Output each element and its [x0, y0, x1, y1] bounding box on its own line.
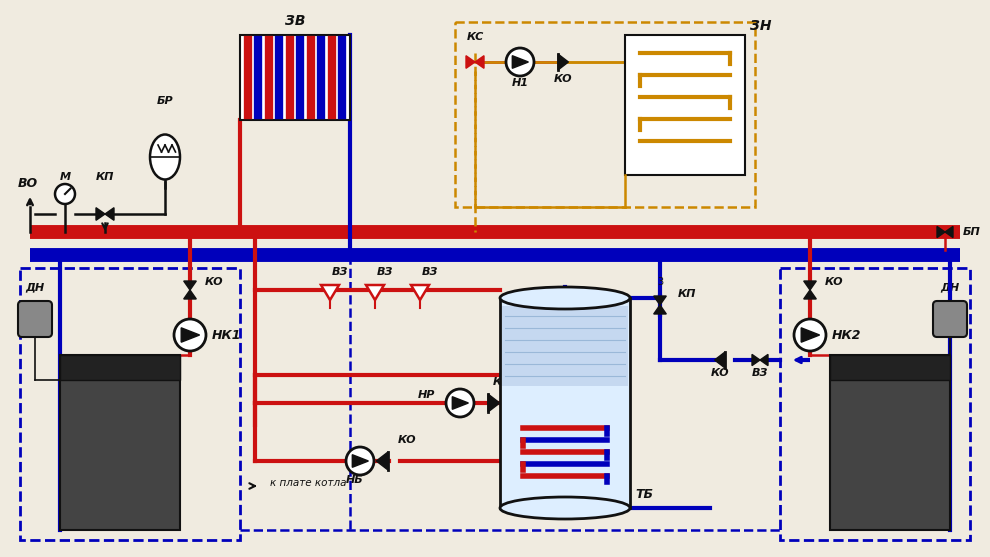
Text: ДН: ДН: [26, 282, 45, 292]
FancyBboxPatch shape: [933, 301, 967, 337]
Text: КС: КС: [466, 32, 484, 42]
Text: ЗН: ЗН: [750, 19, 771, 33]
Bar: [780, 268, 970, 540]
Polygon shape: [945, 226, 953, 238]
Text: КО: КО: [398, 435, 417, 445]
Text: ТБ: ТБ: [635, 488, 653, 501]
Bar: [455, 22, 755, 207]
Polygon shape: [96, 208, 105, 221]
Text: ВЗ: ВЗ: [377, 267, 393, 277]
Polygon shape: [184, 281, 196, 290]
Text: ВЗ: ВЗ: [332, 267, 348, 277]
Text: 3: 3: [657, 277, 663, 287]
Text: КО: КО: [825, 277, 843, 287]
Text: БР: БР: [156, 96, 173, 106]
Polygon shape: [512, 56, 529, 69]
Text: к плате котла: к плате котла: [270, 478, 346, 488]
Text: ВЗ: ВЗ: [422, 267, 439, 277]
Text: КО: КО: [711, 368, 730, 378]
Bar: [60, 355, 180, 380]
Text: КП: КП: [96, 172, 114, 182]
Text: ВЗ: ВЗ: [751, 368, 768, 378]
Polygon shape: [558, 54, 568, 70]
Polygon shape: [321, 285, 339, 300]
Polygon shape: [184, 290, 196, 299]
Text: КО: КО: [205, 277, 224, 287]
Bar: [625, 35, 745, 175]
Polygon shape: [752, 354, 760, 365]
Ellipse shape: [150, 134, 180, 179]
Circle shape: [446, 389, 474, 417]
Polygon shape: [488, 394, 500, 412]
Text: НР: НР: [418, 390, 435, 400]
Text: НК2: НК2: [832, 329, 861, 341]
Polygon shape: [937, 226, 945, 238]
Text: БП: БП: [963, 227, 981, 237]
Text: КП: КП: [678, 289, 696, 299]
Polygon shape: [352, 455, 368, 467]
Polygon shape: [105, 208, 114, 221]
Text: КО: КО: [493, 377, 512, 387]
Bar: [500, 298, 630, 508]
Polygon shape: [466, 56, 475, 69]
Ellipse shape: [500, 287, 630, 309]
Bar: [240, 35, 350, 120]
Circle shape: [346, 447, 374, 475]
Circle shape: [794, 319, 826, 351]
Bar: [60, 355, 180, 530]
Bar: [830, 355, 950, 380]
Text: ВО: ВО: [18, 177, 38, 190]
Circle shape: [55, 184, 75, 204]
Polygon shape: [653, 296, 666, 305]
Text: КО: КО: [553, 74, 572, 84]
Text: ДН: ДН: [940, 282, 959, 292]
Circle shape: [506, 48, 534, 76]
Polygon shape: [376, 452, 388, 470]
Polygon shape: [181, 328, 200, 342]
Bar: [830, 355, 950, 530]
Text: М: М: [59, 172, 70, 182]
Text: НК1: НК1: [212, 329, 242, 341]
Polygon shape: [653, 305, 666, 314]
Polygon shape: [366, 285, 384, 300]
Polygon shape: [804, 281, 817, 290]
Polygon shape: [411, 285, 429, 300]
Polygon shape: [452, 397, 468, 409]
Text: Н1: Н1: [512, 78, 529, 88]
Polygon shape: [801, 328, 820, 342]
Text: ЗВ: ЗВ: [285, 14, 305, 28]
Polygon shape: [760, 354, 768, 365]
Circle shape: [174, 319, 206, 351]
Polygon shape: [804, 290, 817, 299]
Text: НБ: НБ: [346, 475, 364, 485]
Ellipse shape: [500, 497, 630, 519]
Bar: [20, 268, 240, 540]
Polygon shape: [475, 56, 484, 69]
Polygon shape: [715, 352, 725, 368]
Bar: [502, 306, 628, 386]
FancyBboxPatch shape: [18, 301, 52, 337]
